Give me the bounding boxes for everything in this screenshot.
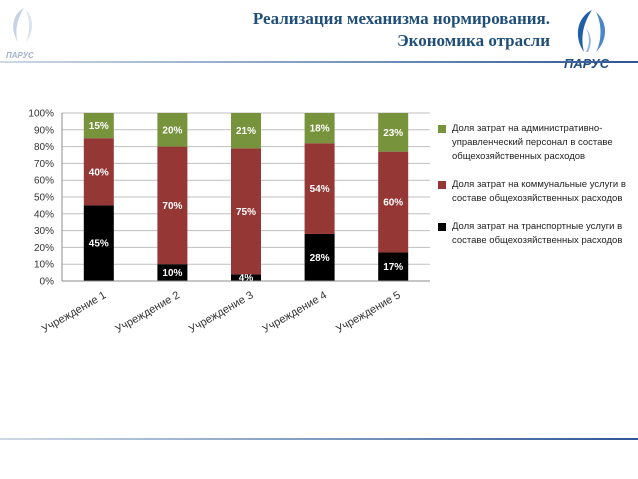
stacked-bar-chart: 0% 10% 20% 30% 40% 50% 60% 70% 80% 90% 100% 45% 40%…: [28, 109, 430, 336]
data-label: 10%: [162, 268, 182, 279]
bar-segment: [304, 233, 335, 281]
header-divider: [0, 61, 638, 63]
x-tick-label: Учреждение 1: [40, 289, 109, 336]
y-tick-label: 40%: [34, 209, 54, 220]
x-axis: Учреждение 1 Учреждение 2 Учреждение 3 Учре…: [40, 280, 430, 336]
bar-segment: [83, 205, 114, 281]
data-label: 28%: [310, 253, 330, 264]
bar-segment: [157, 146, 188, 265]
x-tick-label: Учреждение 4: [261, 289, 330, 336]
x-tick-label: Учреждение 2: [113, 289, 182, 336]
x-tick-label: Учреждение 3: [187, 289, 256, 336]
legend-item-admin: Доля затрат на административно-управленч…: [438, 122, 634, 164]
legend-swatch-transport: [438, 223, 446, 231]
bar-segment: [378, 252, 409, 281]
y-tick-label: 20%: [34, 243, 54, 254]
parus-logo-right: ПАРУС: [556, 6, 632, 76]
data-label: 21%: [236, 126, 256, 137]
data-label: 70%: [162, 201, 182, 212]
y-tick-label: 30%: [34, 226, 54, 237]
x-tick-label: Учреждение 5: [334, 289, 403, 336]
chart-bars: 45% 40% 15% 10% 70% 20% 4% 75% 21% 28% 54% 18% 17% 60…: [83, 113, 409, 284]
y-tick-label: 90%: [34, 125, 54, 136]
y-tick-label: 100%: [28, 109, 54, 120]
y-tick-label: 50%: [34, 193, 54, 204]
data-label: 45%: [89, 239, 109, 250]
data-label: 40%: [89, 167, 109, 178]
data-label: 60%: [383, 198, 403, 209]
bar-segment: [378, 113, 409, 152]
data-label: 4%: [239, 273, 254, 284]
title-line-1: Реализация механизма нормирования.: [252, 9, 550, 28]
y-tick-label: 80%: [34, 142, 54, 153]
legend-swatch-admin: [438, 125, 446, 133]
bar-segment: [231, 148, 261, 275]
title-line-2: Экономика отрасли: [397, 31, 550, 50]
data-label: 54%: [310, 184, 330, 195]
chart-legend: Доля затрат на административно-управленч…: [438, 122, 634, 262]
logo-left-text: ПАРУС: [6, 51, 34, 60]
y-tick-label: 10%: [34, 260, 54, 271]
y-axis: 0% 10% 20% 30% 40% 50% 60% 70% 80% 90% 100%: [28, 109, 63, 288]
bar-segment: [157, 113, 188, 147]
data-label: 15%: [89, 121, 109, 132]
legend-label-transport: Доля затрат на транспортные услуги в сос…: [452, 221, 623, 246]
bar-segment: [304, 113, 335, 144]
y-tick-label: 70%: [34, 159, 54, 170]
bar-segment: [304, 143, 335, 234]
data-label: 23%: [383, 128, 403, 139]
legend-item-transport: Доля затрат на транспортные услуги в сос…: [438, 220, 634, 248]
page-title: Реализация механизма нормирования. Эконо…: [130, 8, 550, 52]
bar-segment: [378, 151, 409, 253]
bar-segment: [231, 274, 261, 281]
legend-label-communal: Доля затрат на коммунальные услуги в сос…: [452, 179, 626, 204]
data-label: 17%: [383, 262, 403, 273]
logo-right-text: ПАРУС: [564, 56, 610, 71]
bar-segment: [83, 138, 114, 206]
parus-logo-left: ПАРУС: [4, 4, 44, 64]
data-label: 75%: [236, 207, 256, 218]
data-label: 20%: [162, 125, 182, 136]
legend-label-admin: Доля затрат на административно-управленч…: [452, 123, 613, 162]
bar-segment: [83, 113, 114, 139]
y-tick-label: 0%: [40, 277, 55, 288]
legend-swatch-communal: [438, 181, 446, 189]
data-label: 18%: [310, 124, 330, 135]
bar-segment: [231, 113, 261, 149]
legend-item-communal: Доля затрат на коммунальные услуги в сос…: [438, 178, 634, 206]
y-tick-label: 60%: [34, 176, 54, 187]
bar-segment: [157, 264, 188, 281]
footer-divider: [0, 438, 638, 440]
